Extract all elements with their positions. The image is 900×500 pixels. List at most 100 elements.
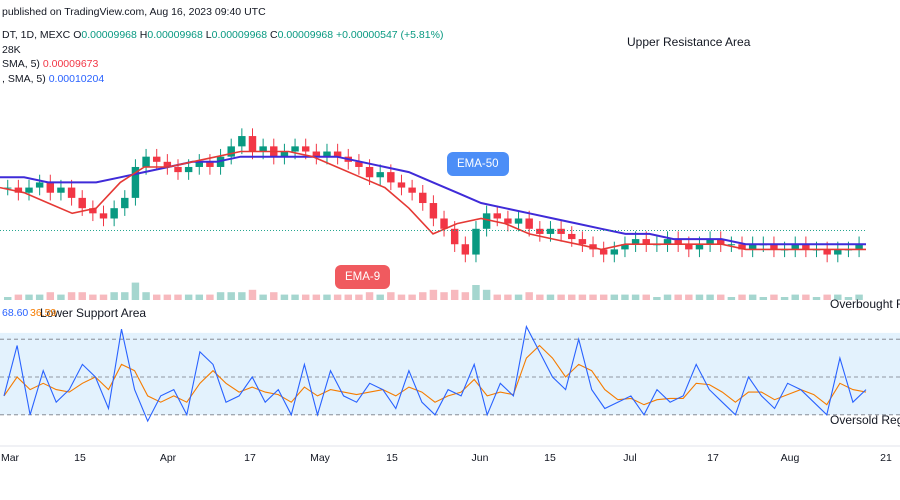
candle-body <box>46 182 55 193</box>
candle-body <box>834 249 842 255</box>
candle-body <box>621 244 629 250</box>
volume-bar <box>642 294 650 300</box>
volume-bar <box>312 294 321 300</box>
lower-support-label: Lower Support Area <box>40 306 147 320</box>
candle-body <box>802 244 810 250</box>
candle-body <box>770 244 778 250</box>
volume-bar <box>387 292 395 300</box>
candle-body <box>642 239 650 245</box>
candle-body <box>99 213 108 219</box>
volume-bar <box>610 294 619 300</box>
candle-body <box>14 187 23 193</box>
candle-body <box>152 156 161 162</box>
candle-body <box>376 172 384 178</box>
candle-body <box>323 151 331 157</box>
candle-body <box>482 213 491 229</box>
candle-body <box>493 213 501 219</box>
volume-bar <box>78 292 86 300</box>
candle-body <box>525 218 533 229</box>
volume-bar <box>802 294 810 300</box>
candle-body <box>291 146 299 152</box>
candle-body <box>397 182 406 188</box>
volume-bar <box>376 294 384 300</box>
candle-body <box>450 228 459 245</box>
upper-resistance-label: Upper Resistance Area <box>627 35 751 49</box>
volume-bar <box>727 297 736 300</box>
volume-bar <box>270 292 278 300</box>
stoch-d-value: 36.59 <box>30 307 57 319</box>
volume-bar <box>152 294 161 300</box>
volume-bar <box>557 294 565 300</box>
symbol-info: DT, 1D, MEXC <box>2 29 71 41</box>
candle-body <box>206 161 214 167</box>
volume-bar <box>419 292 427 300</box>
volume-bar <box>748 294 757 300</box>
moving-averages <box>0 150 866 251</box>
candle-body <box>557 228 565 234</box>
volume-bar <box>791 294 799 300</box>
candle-body <box>67 187 76 198</box>
price-change: +0.00000547 (+5.81%) <box>336 29 444 41</box>
volume-bars <box>4 282 863 300</box>
volume-bar <box>301 294 310 300</box>
candle-body <box>685 244 693 250</box>
candle-body <box>142 156 150 167</box>
volume-bar <box>333 294 342 300</box>
volume-bar <box>685 294 693 300</box>
candle-body <box>440 218 448 229</box>
volume-bar <box>216 292 225 300</box>
volume-bar <box>440 292 448 300</box>
volume-bar <box>248 289 257 300</box>
ema9-callout: EMA-9 <box>335 265 391 289</box>
volume-bar <box>674 294 682 300</box>
ohlc-line: DT, 1D, MEXC O0.00009968 H0.00009968 L0.… <box>2 29 444 41</box>
candle-body <box>365 166 374 178</box>
candle-body <box>599 249 608 255</box>
candle-body <box>536 228 544 234</box>
volume-bar <box>280 294 289 300</box>
volume-bar <box>227 292 235 300</box>
candle-body <box>546 228 555 234</box>
volume-bar <box>599 294 608 300</box>
volume-bar <box>504 294 512 300</box>
volume-bar <box>578 294 587 300</box>
candle-body <box>461 244 470 255</box>
x-tick-label: 15 <box>544 452 556 464</box>
x-tick-label: Aug <box>780 452 800 464</box>
candle-body <box>174 166 182 173</box>
stoch-d-line <box>3 344 867 406</box>
candle-body <box>184 166 193 173</box>
candle-body <box>57 187 65 193</box>
candle-body <box>568 233 576 240</box>
x-tick-label: May <box>310 452 330 464</box>
volume-bar <box>536 294 544 300</box>
candle-body <box>717 239 725 245</box>
x-tick-label: Jun <box>471 452 489 464</box>
volume-bar <box>397 294 406 300</box>
volume-bar <box>514 294 523 300</box>
volume-bar <box>482 289 491 300</box>
volume-bar <box>110 292 118 300</box>
volume-bar <box>408 294 416 300</box>
volume-bar <box>184 294 193 300</box>
volume-bar <box>855 294 863 300</box>
volume-bar <box>568 294 576 300</box>
candle-body <box>514 218 523 224</box>
sma-slow-line: , SMA, 5) 0.00010204 <box>2 73 105 85</box>
candles <box>4 128 863 263</box>
ema50-line <box>0 155 866 246</box>
candle-body <box>408 187 416 193</box>
ema50-callout: EMA-50 <box>447 152 509 176</box>
candle-body <box>472 228 480 255</box>
candle-body <box>312 151 321 157</box>
volume-value: 28K <box>2 44 21 56</box>
volume-bar <box>631 294 640 300</box>
volume-bar <box>323 294 331 300</box>
candle-body <box>4 187 12 189</box>
candle-body <box>855 244 863 250</box>
volume-bar <box>738 294 746 300</box>
x-tick-label: 17 <box>244 452 256 464</box>
candle-body <box>89 208 97 214</box>
volume-bar <box>621 294 629 300</box>
